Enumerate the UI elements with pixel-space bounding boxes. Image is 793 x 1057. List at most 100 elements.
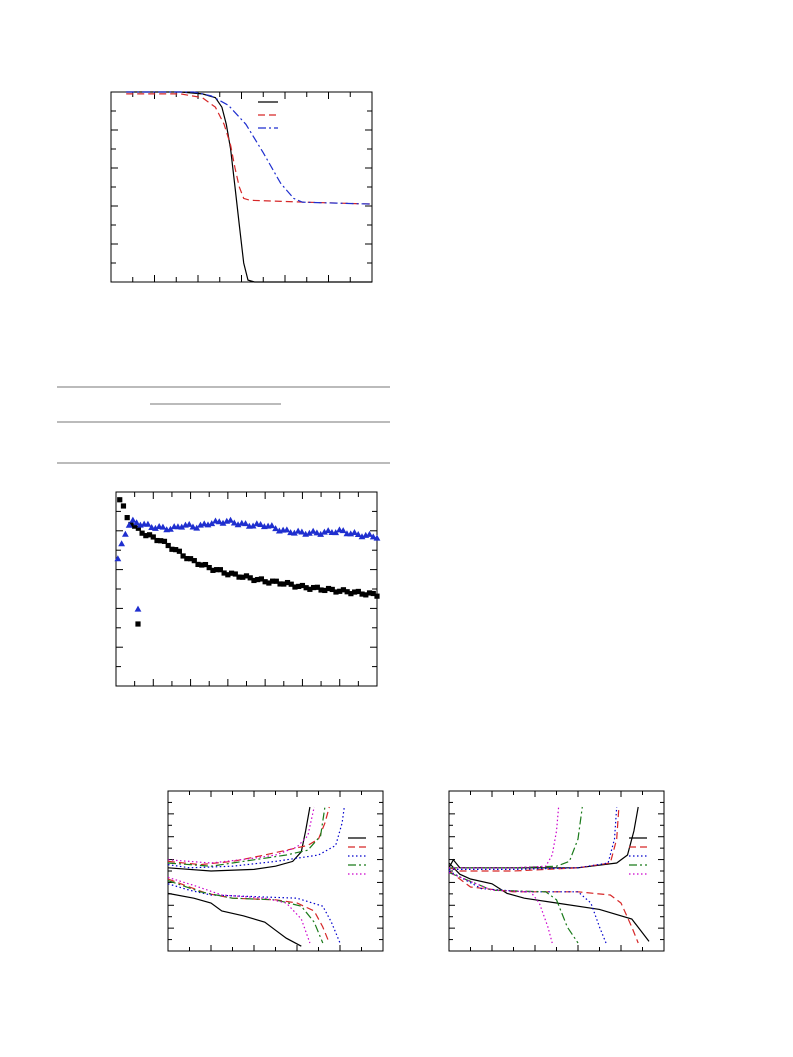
data-point-triangle	[305, 529, 313, 536]
data-point-square	[165, 542, 171, 549]
data-point-triangle	[200, 520, 208, 527]
charge-curve-5	[167, 806, 315, 864]
series-line-3	[126, 91, 373, 205]
data-point-square	[132, 523, 138, 529]
data-point-triangle	[208, 520, 216, 527]
data-point-square	[221, 570, 227, 576]
data-point-square	[348, 591, 354, 597]
data-point-square	[374, 593, 380, 599]
discharge-curve-1	[167, 892, 302, 947]
data-point-triangle	[242, 520, 249, 527]
data-point-square	[173, 547, 179, 553]
data-point-square	[329, 586, 335, 593]
series-line-2	[126, 93, 373, 205]
data-point-triangle	[268, 522, 276, 529]
data-point-square	[292, 584, 298, 590]
data-point-square	[266, 580, 272, 586]
data-point-triangle	[373, 534, 381, 541]
data-point-square	[296, 583, 302, 590]
data-point-square	[124, 515, 130, 521]
data-point-triangle	[148, 523, 156, 530]
data-point-square	[314, 584, 320, 590]
data-point-square	[158, 538, 164, 544]
charge-curve-2	[167, 806, 330, 866]
chart-panel-1	[110, 91, 373, 283]
data-point-triangle	[118, 540, 126, 547]
data-point-triangle	[114, 555, 122, 562]
data-point-square	[217, 567, 223, 573]
data-point-square	[325, 585, 332, 592]
data-point-triangle	[324, 527, 332, 534]
data-point-square	[370, 590, 376, 597]
data-point-square	[206, 564, 212, 571]
data-point-triangle	[272, 525, 279, 532]
plot-frame	[110, 91, 373, 283]
data-point-square	[363, 592, 369, 598]
plot-frame	[167, 790, 384, 952]
table-rules	[57, 386, 390, 464]
data-point-triangle	[178, 523, 186, 530]
data-point-square	[273, 578, 279, 584]
data-point-triangle	[215, 518, 223, 525]
legend-marker-triangle	[134, 605, 142, 612]
legend-marker-square	[135, 621, 141, 627]
chart-panel-2	[114, 491, 381, 687]
data-point-square	[270, 578, 276, 584]
data-point-triangle	[309, 527, 317, 534]
data-point-square	[202, 561, 209, 568]
data-point-triangle	[313, 529, 321, 536]
data-point-square	[359, 591, 365, 597]
data-point-square	[251, 577, 257, 584]
data-point-square	[318, 587, 324, 593]
discharge-curve-3	[167, 883, 341, 944]
data-point-square	[120, 503, 127, 509]
discharge-curve-4	[167, 880, 324, 944]
data-point-triangle	[219, 519, 227, 526]
data-point-triangle	[167, 525, 174, 532]
data-point-square	[135, 525, 141, 531]
data-point-square	[187, 556, 194, 562]
data-point-square	[255, 576, 261, 583]
data-point-square	[322, 587, 328, 594]
discharge-curve-4	[448, 872, 579, 944]
charge-curve-2	[448, 806, 620, 872]
data-point-square	[281, 581, 287, 587]
data-point-square	[236, 574, 242, 580]
data-point-triangle	[144, 520, 152, 527]
series-line-1	[126, 91, 372, 283]
data-point-triangle	[121, 530, 129, 537]
data-point-square	[352, 589, 358, 595]
data-point-square	[288, 581, 294, 587]
discharge-curve-2	[167, 878, 330, 944]
plot-frame	[448, 790, 665, 952]
data-point-triangle	[193, 524, 201, 531]
data-point-square	[299, 582, 306, 589]
data-point-square	[243, 573, 250, 579]
data-point-triangle	[159, 523, 167, 530]
data-point-square	[184, 556, 190, 562]
data-point-triangle	[249, 522, 257, 529]
data-point-square	[169, 546, 175, 552]
data-point-triangle	[125, 521, 133, 528]
discharge-curve-1	[448, 862, 650, 942]
data-point-square	[225, 572, 231, 578]
data-point-triangle	[129, 516, 137, 523]
data-point-square	[247, 575, 253, 581]
data-point-square	[195, 561, 201, 568]
data-point-square	[307, 586, 313, 592]
data-point-square	[303, 585, 309, 591]
data-point-square	[232, 571, 238, 577]
data-point-square	[333, 589, 339, 595]
data-point-square	[210, 567, 216, 573]
data-point-triangle	[354, 531, 362, 538]
data-point-square	[340, 587, 347, 593]
data-point-triangle	[133, 519, 141, 526]
data-point-square	[146, 532, 153, 538]
data-point-triangle	[298, 528, 306, 535]
data-point-triangle	[351, 528, 358, 535]
data-point-square	[344, 589, 350, 595]
data-point-square	[191, 558, 197, 564]
data-point-triangle	[339, 527, 347, 534]
data-point-triangle	[189, 523, 197, 530]
